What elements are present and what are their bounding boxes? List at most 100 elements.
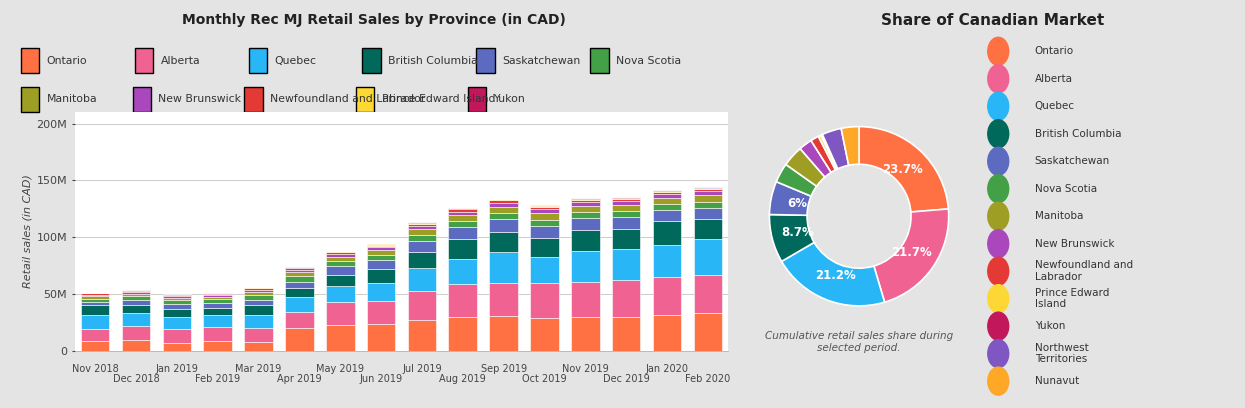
Bar xyxy=(203,297,232,299)
Bar xyxy=(81,293,110,295)
Bar xyxy=(611,198,640,199)
Bar xyxy=(122,296,151,300)
FancyBboxPatch shape xyxy=(477,48,494,73)
Bar xyxy=(285,328,314,351)
Bar xyxy=(652,191,681,192)
Text: Newfoundland and Labrador: Newfoundland and Labrador xyxy=(270,94,426,104)
Bar xyxy=(81,295,110,296)
Bar xyxy=(530,318,559,351)
Bar xyxy=(611,229,640,248)
Bar xyxy=(530,238,559,257)
Text: Prince Edward Island: Prince Edward Island xyxy=(381,94,496,104)
Bar xyxy=(81,306,110,315)
Bar xyxy=(163,329,192,343)
Circle shape xyxy=(987,175,1008,203)
Bar xyxy=(407,252,436,268)
Bar xyxy=(530,206,559,207)
Bar xyxy=(611,280,640,317)
FancyBboxPatch shape xyxy=(21,87,40,112)
Bar xyxy=(326,325,355,351)
Bar xyxy=(285,282,314,288)
Bar xyxy=(693,275,722,313)
Circle shape xyxy=(987,339,1008,368)
Bar xyxy=(611,211,640,217)
Bar xyxy=(203,299,232,303)
Text: Alberta: Alberta xyxy=(1035,74,1073,84)
Bar xyxy=(81,329,110,341)
Bar xyxy=(163,317,192,329)
FancyBboxPatch shape xyxy=(21,48,40,73)
Bar xyxy=(326,252,355,254)
Bar xyxy=(244,315,273,328)
Bar xyxy=(285,268,314,270)
Text: Oct 2019: Oct 2019 xyxy=(522,374,566,384)
Bar xyxy=(203,315,232,327)
Bar xyxy=(407,222,436,223)
Bar xyxy=(285,288,314,297)
Bar xyxy=(326,275,355,286)
Text: 21.7%: 21.7% xyxy=(891,246,933,259)
Bar xyxy=(367,269,396,283)
Bar xyxy=(244,288,273,290)
Wedge shape xyxy=(777,164,817,196)
Text: Manitoba: Manitoba xyxy=(1035,211,1083,221)
Bar xyxy=(203,308,232,315)
Bar xyxy=(407,320,436,351)
Circle shape xyxy=(987,230,1008,258)
Bar xyxy=(163,298,192,300)
Text: New Brunswick: New Brunswick xyxy=(158,94,242,104)
Bar xyxy=(489,283,518,316)
Bar xyxy=(611,248,640,280)
Bar xyxy=(163,343,192,351)
Bar xyxy=(244,300,273,306)
Wedge shape xyxy=(769,215,814,262)
Text: Nova Scotia: Nova Scotia xyxy=(1035,184,1097,194)
Bar xyxy=(448,239,477,259)
Bar xyxy=(203,294,232,295)
Text: New Brunswick: New Brunswick xyxy=(1035,239,1114,249)
Text: Yukon: Yukon xyxy=(493,94,525,104)
Bar xyxy=(81,315,110,329)
Text: Cumulative retail sales share during
selected period.: Cumulative retail sales share during sel… xyxy=(764,331,954,353)
Bar xyxy=(81,299,110,302)
Bar xyxy=(407,241,436,252)
FancyBboxPatch shape xyxy=(244,87,263,112)
Text: Jun 2019: Jun 2019 xyxy=(360,374,402,384)
Wedge shape xyxy=(818,135,837,170)
Bar xyxy=(489,252,518,283)
Bar xyxy=(326,251,355,252)
Bar xyxy=(652,315,681,351)
Bar xyxy=(611,217,640,229)
Bar xyxy=(489,219,518,231)
Bar xyxy=(652,245,681,277)
Wedge shape xyxy=(786,149,825,186)
Wedge shape xyxy=(820,134,838,169)
Text: Newfoundland and
Labrador: Newfoundland and Labrador xyxy=(1035,260,1133,282)
Wedge shape xyxy=(810,136,835,172)
Bar xyxy=(81,302,110,306)
Bar xyxy=(693,208,722,219)
Bar xyxy=(407,229,436,235)
Bar xyxy=(611,199,640,201)
Bar xyxy=(367,260,396,269)
Bar xyxy=(652,192,681,194)
Bar xyxy=(693,239,722,275)
Bar xyxy=(122,305,151,313)
Text: Apr 2019: Apr 2019 xyxy=(278,374,321,384)
Wedge shape xyxy=(874,209,949,302)
Circle shape xyxy=(987,65,1008,93)
Bar xyxy=(530,226,559,238)
Bar xyxy=(652,198,681,204)
Circle shape xyxy=(987,147,1008,175)
Bar xyxy=(163,309,192,317)
Bar xyxy=(489,200,518,202)
Bar xyxy=(203,341,232,351)
Bar xyxy=(203,303,232,308)
Bar xyxy=(407,223,436,224)
Circle shape xyxy=(987,120,1008,148)
Text: Feb 2019: Feb 2019 xyxy=(195,374,240,384)
Bar xyxy=(407,235,436,241)
Bar xyxy=(693,191,722,195)
Bar xyxy=(326,302,355,325)
Circle shape xyxy=(987,367,1008,395)
